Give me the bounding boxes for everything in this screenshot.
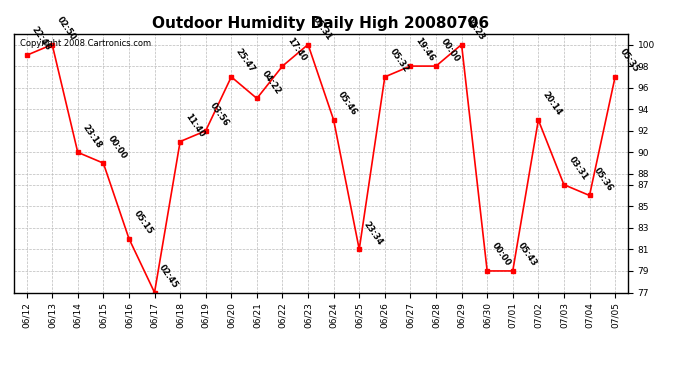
Text: 00:00: 00:00 [439,36,462,63]
Text: 05:35: 05:35 [618,47,640,74]
Title: Outdoor Humidity Daily High 20080706: Outdoor Humidity Daily High 20080706 [152,16,489,31]
Text: 04:23: 04:23 [464,15,487,42]
Text: 23:34: 23:34 [362,220,384,247]
Text: 03:56: 03:56 [208,101,231,128]
Text: 17:40: 17:40 [285,36,308,63]
Text: 19:46: 19:46 [413,36,436,63]
Text: 00:00: 00:00 [106,134,128,160]
Text: 22:46: 22:46 [30,26,52,53]
Text: 23:18: 23:18 [81,123,104,150]
Text: 05:46: 05:46 [337,90,359,117]
Text: Copyright 2008 Cartronics.com: Copyright 2008 Cartronics.com [20,39,151,48]
Text: 05:32: 05:32 [388,47,411,74]
Text: 03:31: 03:31 [566,155,589,182]
Text: 05:31: 05:31 [310,15,333,42]
Text: 20:14: 20:14 [541,90,564,117]
Text: 05:15: 05:15 [132,209,155,236]
Text: 02:50: 02:50 [55,15,77,42]
Text: 25:47: 25:47 [234,47,257,74]
Text: 00:00: 00:00 [490,242,513,268]
Text: 05:43: 05:43 [515,241,538,268]
Text: 11:40: 11:40 [183,112,206,139]
Text: 02:45: 02:45 [157,262,180,290]
Text: 05:36: 05:36 [592,166,615,193]
Text: 04:22: 04:22 [259,69,282,96]
